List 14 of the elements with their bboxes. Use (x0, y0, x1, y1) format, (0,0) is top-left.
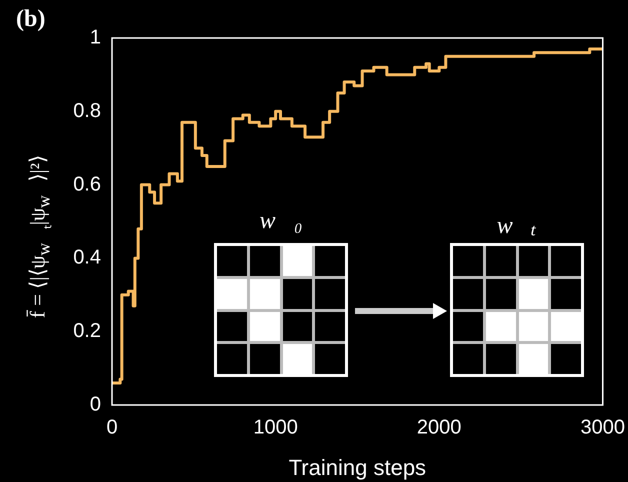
x-tick-label: 3000 (580, 416, 626, 439)
y-tick-label: 0.8 (73, 100, 101, 122)
y-tick-label: 0.6 (73, 173, 101, 196)
x-axis-title: Training steps (288, 454, 426, 480)
x-tick-label: 2000 (416, 416, 462, 439)
y-tick-label: 1 (90, 26, 101, 49)
y-tick-label: 0 (90, 394, 101, 416)
annotation: w⃗ₜ (496, 212, 538, 241)
x-tick-label: 0 (106, 416, 118, 439)
x-tick-label: 1000 (253, 416, 298, 439)
chart-title: (b) (16, 6, 46, 33)
annotation: w⃗₀ (258, 208, 304, 235)
y-tick-label: 0.2 (73, 320, 101, 342)
y-tick-label: 0.4 (73, 246, 101, 269)
